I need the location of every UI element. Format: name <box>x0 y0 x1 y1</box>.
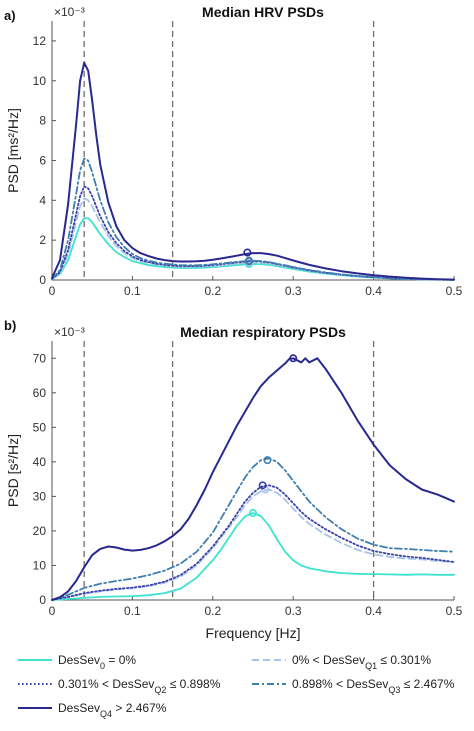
y-tick-label: 0 <box>39 593 46 607</box>
panel-label: b) <box>4 318 16 333</box>
y-tick-label: 10 <box>33 558 47 572</box>
y-tick-label: 2 <box>39 233 46 247</box>
x-tick-label: 0.5 <box>446 604 463 618</box>
legend-item: DesSev0 = 0% <box>18 653 136 671</box>
peak-marker <box>289 354 298 363</box>
legend-item: DesSevQ4 > 2.467% <box>18 701 167 719</box>
x-tick-label: 0.1 <box>124 284 141 298</box>
y-tick-label: 20 <box>33 524 47 538</box>
legend-item: 0% < DesSevQ1 ≤ 0.301% <box>252 653 431 671</box>
peak-marker <box>243 248 252 257</box>
x-tick-label: 0.4 <box>365 604 382 618</box>
y-tick-label: 10 <box>33 74 47 88</box>
x-tick-label: 0.4 <box>365 284 382 298</box>
panel-hrv: a) Median HRV PSDs ×10⁻³ 0 0.1 0.2 0.3 0.4 0.5 0 2… <box>4 4 463 298</box>
panel-respiratory: b) Median respiratory PSDs ×10⁻³ 0 0.1 0.2 0.3… <box>4 318 463 641</box>
y-tick-label: 60 <box>33 386 47 400</box>
series-line-1 <box>51 512 455 601</box>
y-tick-label: 8 <box>39 114 46 128</box>
x-tick-label: 0.2 <box>204 604 221 618</box>
x-tick-label: 0.5 <box>446 284 463 298</box>
y-axis-label: PSD [ms²/Hz] <box>5 108 21 193</box>
chart-title: Median HRV PSDs <box>202 4 324 20</box>
series-line-4 <box>51 157 455 281</box>
x-tick-label: 0.3 <box>285 604 302 618</box>
legend-item: 0.301% < DesSevQ2 ≤ 0.898% <box>18 677 221 695</box>
peak-marker <box>244 256 253 265</box>
x-tick-label: 0.2 <box>204 284 221 298</box>
legend-item: 0.898% < DesSevQ3 ≤ 2.467% <box>252 677 455 695</box>
x-axis-label: Frequency [Hz] <box>206 625 301 641</box>
peak-marker <box>263 456 272 465</box>
y-tick-label: 70 <box>33 351 47 365</box>
legend-label: 0.301% < DesSevQ2 ≤ 0.898% <box>58 677 221 695</box>
legend-label: 0.898% < DesSevQ3 ≤ 2.467% <box>292 677 455 695</box>
panel-label: a) <box>4 8 16 23</box>
x-tick-label: 0.3 <box>285 284 302 298</box>
x-tick-label: 0 <box>49 604 56 618</box>
legend-label: 0% < DesSevQ1 ≤ 0.301% <box>292 653 431 671</box>
y-tick-label: 12 <box>33 34 47 48</box>
y-tick-label: 50 <box>33 420 47 434</box>
legend-label: DesSev0 = 0% <box>58 653 136 671</box>
y-exponent-label: ×10⁻³ <box>54 5 85 19</box>
legend-label: DesSevQ4 > 2.467% <box>58 701 167 719</box>
y-tick-label: 30 <box>33 489 47 503</box>
y-tick-label: 40 <box>33 455 47 469</box>
series-line-2 <box>51 488 455 601</box>
series-line-4 <box>51 457 455 601</box>
y-tick-label: 6 <box>39 153 46 167</box>
y-tick-label: 0 <box>39 273 46 287</box>
series-line-5 <box>51 357 455 601</box>
series-line-3 <box>51 484 455 601</box>
y-tick-label: 4 <box>39 193 46 207</box>
series-line-3 <box>51 185 455 281</box>
x-tick-label: 0.1 <box>124 604 141 618</box>
peak-marker <box>249 508 258 517</box>
series-line-5 <box>51 61 455 281</box>
peak-marker <box>258 481 267 490</box>
chart-title: Median respiratory PSDs <box>180 324 346 340</box>
y-exponent-label: ×10⁻³ <box>54 325 85 339</box>
x-tick-label: 0 <box>49 284 56 298</box>
y-axis-label: PSD [s²/Hz] <box>5 434 21 507</box>
series-line-1 <box>51 217 455 281</box>
legend: DesSev0 = 0% 0% < DesSevQ1 ≤ 0.301% 0.301%… <box>18 653 455 719</box>
